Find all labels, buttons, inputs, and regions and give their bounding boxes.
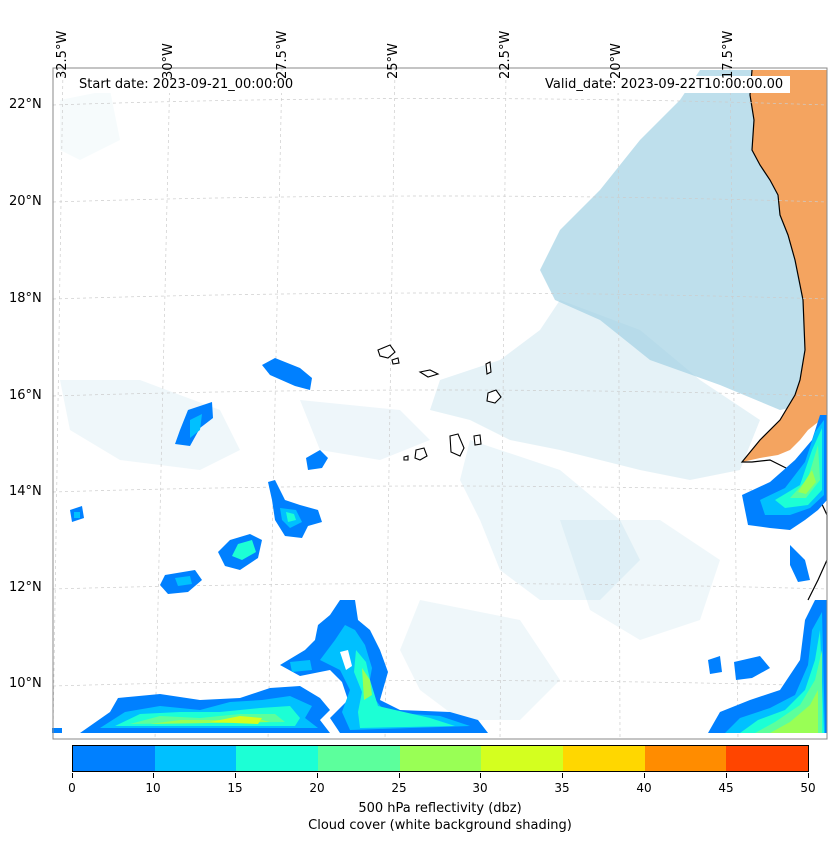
colorbar-segment — [726, 746, 809, 771]
colorbar-tick — [480, 773, 481, 778]
lon-label-25w: 25°W — [386, 43, 401, 79]
colorbar-label: 500 hPa reflectivity (dbz) — [358, 801, 522, 816]
lon-label-17-5w: 17.5°W — [721, 30, 736, 79]
colorbar-tick — [644, 773, 645, 778]
lon-label-22-5w: 22.5°W — [498, 30, 513, 79]
colorbar-tick-label: 50 — [800, 781, 816, 795]
colorbar-segment — [318, 746, 400, 771]
lon-label-27-5w: 27.5°W — [275, 30, 290, 79]
colorbar-tick-label: 10 — [145, 781, 161, 795]
land-mass-africa — [742, 70, 827, 462]
colorbar-segment — [563, 746, 645, 771]
colorbar-tick — [726, 773, 727, 778]
colorbar-tick — [153, 773, 154, 778]
colorbar-tick — [399, 773, 400, 778]
colorbar-segment — [154, 746, 237, 771]
colorbar-tick-label: 35 — [554, 781, 570, 795]
colorbar-tick-label: 0 — [68, 781, 76, 795]
lat-label-10n: 10°N — [9, 676, 42, 691]
lat-label-22n: 22°N — [9, 97, 42, 112]
colorbar-tick-label: 40 — [636, 781, 652, 795]
colorbar-tick-label: 20 — [309, 781, 325, 795]
colorbar-segment — [399, 746, 482, 771]
lat-label-14n: 14°N — [9, 484, 42, 499]
colorbar-tick — [808, 773, 809, 778]
colorbar-tick-label: 45 — [718, 781, 734, 795]
colorbar-segment — [73, 746, 155, 771]
start-date-label: Start date: 2023-09-21_00:00:00 — [72, 76, 301, 93]
colorbar-tick — [72, 773, 73, 778]
colorbar-sublabel: Cloud cover (white background shading) — [308, 818, 572, 833]
colorbar-tick — [317, 773, 318, 778]
colorbar-segment — [236, 746, 319, 771]
valid-date-label: Valid_date: 2023-09-22T10:00:00.00 — [538, 76, 791, 93]
colorbar-tick — [235, 773, 236, 778]
lon-label-32-5w: 32.5°W — [55, 30, 70, 79]
reflectivity-layer — [52, 358, 827, 733]
lat-label-18n: 18°N — [9, 291, 42, 306]
lon-label-30w: 30°W — [161, 43, 176, 79]
colorbar-tick-label: 30 — [472, 781, 488, 795]
colorbar — [72, 745, 809, 772]
lat-label-16n: 16°N — [9, 388, 42, 403]
islands-cape-verde — [377, 344, 502, 461]
colorbar-tick — [562, 773, 563, 778]
colorbar-segment — [644, 746, 727, 771]
map-frame — [52, 67, 828, 740]
colorbar-segment — [481, 746, 564, 771]
colorbar-tick-label: 25 — [391, 781, 407, 795]
colorbar-tick-label: 15 — [227, 781, 243, 795]
lon-label-20w: 20°W — [609, 43, 624, 79]
cloud-cover-layer — [60, 70, 827, 720]
lat-label-20n: 20°N — [9, 194, 42, 209]
lat-label-12n: 12°N — [9, 580, 42, 595]
